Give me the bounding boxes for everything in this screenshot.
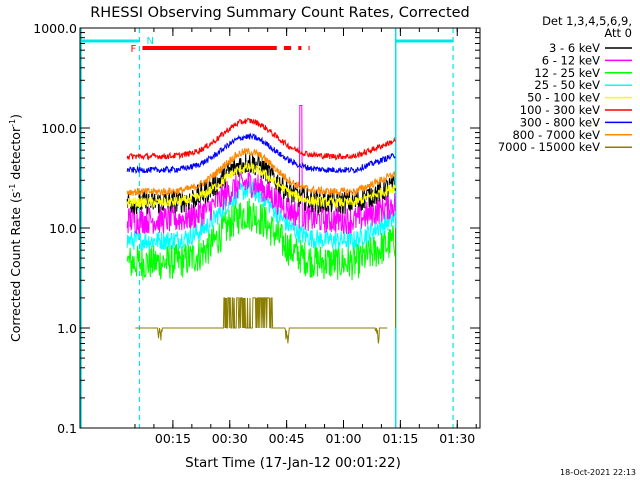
legend-label: 12 - 25 keV xyxy=(534,66,600,80)
y-axis-ticks: 0.1 1.0 10.0 100.0 1000.0 xyxy=(33,21,480,436)
series-line-4 xyxy=(126,161,396,210)
legend-label: 300 - 800 keV xyxy=(520,115,600,129)
x-tick-label: 01:00 xyxy=(325,431,361,446)
x-tick-label: 00:45 xyxy=(269,431,305,446)
x-axis-label: Start Time (17-Jan-12 00:01:22) xyxy=(185,455,401,471)
series-line-1 xyxy=(126,105,396,235)
y-axis-label-main: Corrected Count Rate (s xyxy=(8,192,23,342)
y-axis-label: Corrected Count Rate (s-1 detector-1) xyxy=(8,114,23,342)
y-axis-label-sup2: -1 xyxy=(8,119,17,127)
y-tick-label: 10.0 xyxy=(49,221,77,236)
legend-label: 50 - 100 keV xyxy=(527,91,600,105)
x-tick-label: 01:15 xyxy=(382,431,418,446)
night-flag-label: N xyxy=(146,36,153,47)
legend-label: 800 - 7000 keV xyxy=(512,128,600,142)
series-line-8 xyxy=(135,297,388,344)
y-axis-label-sup1: -1 xyxy=(8,184,17,192)
flare-flag-label: F xyxy=(130,44,136,55)
y-tick-label: 1.0 xyxy=(57,321,77,336)
x-tick-label: 00:30 xyxy=(212,431,248,446)
legend-header-line2: Att 0 xyxy=(604,26,632,40)
series-line-2 xyxy=(126,198,396,281)
series-line-3 xyxy=(126,179,396,252)
series-line-6 xyxy=(126,132,396,175)
y-axis-label-mid: detector xyxy=(8,126,23,184)
series-line-7 xyxy=(126,147,396,197)
legend-label: 6 - 12 keV xyxy=(542,53,600,67)
series-line-5 xyxy=(126,117,396,161)
y-tick-label: 1000.0 xyxy=(33,21,77,36)
legend-label: 3 - 6 keV xyxy=(549,41,600,55)
legend-label: 7000 - 15000 keV xyxy=(498,140,600,154)
y-tick-label: 0.1 xyxy=(57,421,77,436)
x-tick-label: 00:15 xyxy=(155,431,191,446)
timestamp: 18-Oct-2021 22:13 xyxy=(560,468,636,477)
legend-label: 100 - 300 keV xyxy=(520,103,600,117)
y-tick-label: 100.0 xyxy=(41,121,77,136)
legend-label: 25 - 50 keV xyxy=(534,78,600,92)
x-tick-label: 01:30 xyxy=(439,431,475,446)
data-series xyxy=(126,105,396,344)
x-axis-ticks: 00:15 00:30 00:45 01:00 01:15 01:30 xyxy=(134,28,477,446)
chart-title: RHESSI Observing Summary Count Rates, Co… xyxy=(90,5,470,21)
y-axis-label-end: ) xyxy=(8,114,23,119)
legend-header-line1: Det 1,3,4,5,6,9, xyxy=(542,14,632,28)
